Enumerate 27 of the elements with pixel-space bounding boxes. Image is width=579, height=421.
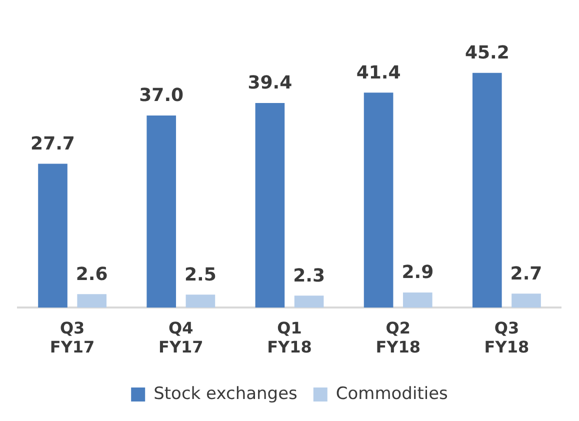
- data-label: 2.7: [510, 263, 542, 284]
- x-tick-label: Q4 FY17: [158, 318, 204, 357]
- x-tick-label: Q1 FY18: [267, 318, 312, 357]
- bar: [255, 103, 285, 308]
- x-tick-label: Q2 FY18: [376, 318, 420, 357]
- bar: [402, 292, 432, 308]
- bar: [472, 72, 502, 308]
- bar: [146, 115, 176, 308]
- data-label: 45.2: [464, 42, 510, 64]
- bar: [77, 294, 107, 308]
- legend-label: Commodities: [336, 384, 448, 404]
- data-label: 2.3: [293, 265, 325, 286]
- bar: [364, 92, 394, 308]
- data-label: 2.9: [402, 262, 434, 284]
- data-label: 37.0: [139, 85, 184, 106]
- data-label: 39.4: [248, 72, 292, 94]
- bar: [186, 294, 216, 308]
- x-tick-label: Q3 FY17: [50, 318, 95, 357]
- legend-label: Stock exchanges: [154, 384, 298, 404]
- data-label: 2.5: [184, 264, 216, 286]
- bar: [38, 164, 68, 308]
- data-label: 27.7: [30, 133, 75, 154]
- data-label: 41.4: [356, 62, 401, 84]
- bar: [512, 294, 541, 308]
- x-tick-label: Q3 FY18: [484, 318, 530, 357]
- data-label: 2.6: [76, 264, 108, 285]
- bar: [294, 296, 324, 308]
